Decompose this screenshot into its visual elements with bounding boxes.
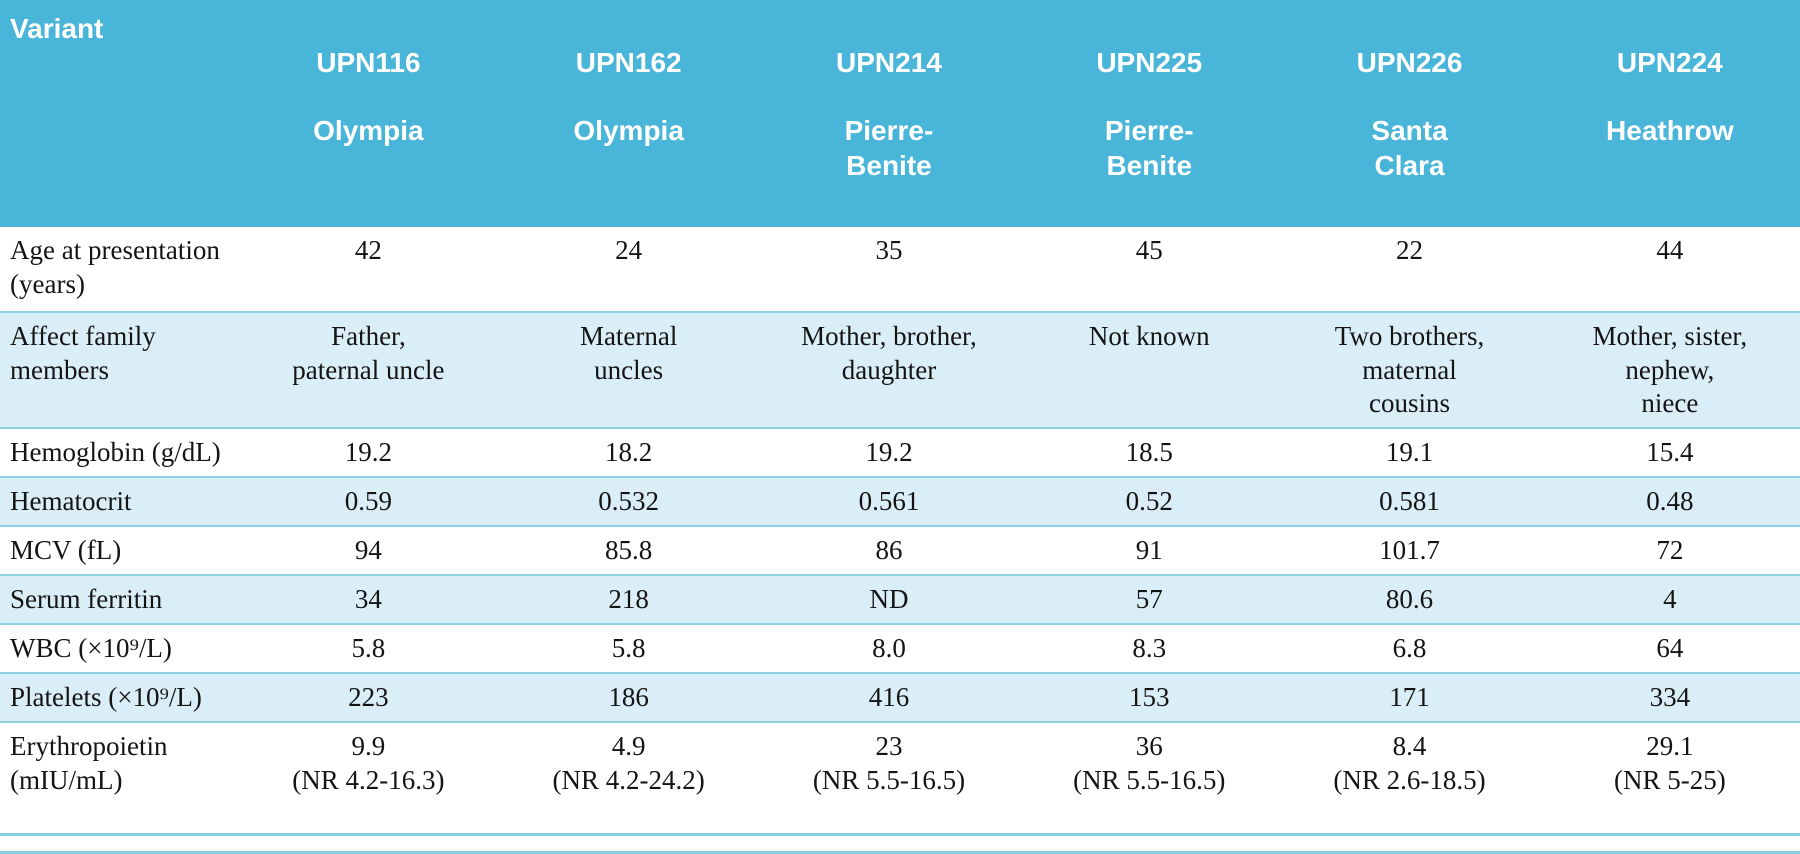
table-cell: 24 [615,234,643,265]
table-cell: 5.8 [351,633,386,664]
table-cell: Father, paternal uncle [292,320,445,385]
table-cell: 15.4 [1646,437,1694,468]
patient-variant-table: Variant UPN116 Olympia UPN162 Olympia UP… [0,0,1800,836]
table-cell: 171 [1389,682,1430,713]
column-upn-id: UPN214 [836,47,942,79]
table-cell: 101.7 [1379,535,1440,566]
table-cell: 23 (NR 5.5-16.5) [812,731,966,795]
table-cell: 0.581 [1379,486,1440,517]
table-cell: 4.9 (NR 4.2-24.2) [552,731,705,795]
table-row-platelets: Platelets (×10⁹/L) 223 186 416 153 171 3… [0,673,1800,723]
table-row-family: Affect family members Father, paternal u… [0,311,1800,429]
header-col-upn214: UPN214 Pierre- Benite [758,0,1020,227]
table-cell: 19.2 [344,437,393,468]
table-bottom-rule [0,850,1800,854]
table-cell: 0.561 [858,486,920,517]
column-location: Pierre- Benite [844,115,934,181]
table-cell: 334 [1649,682,1691,713]
table-cell: 416 [868,682,910,713]
table-cell: Two brothers, maternal cousins [1334,320,1485,419]
table-cell: 19.2 [865,437,913,468]
table-cell: 91 [1135,535,1163,566]
table-row-hemoglobin: Hemoglobin (g/dL) 19.2 18.2 19.2 18.5 19… [0,428,1800,477]
table-cell: 218 [608,584,649,615]
table-cell: ND [869,584,909,615]
header-col-upn224: UPN224 Heathrow [1539,0,1800,227]
table-cell: 36 (NR 5.5-16.5) [1073,731,1226,795]
table-cell: 9.9 (NR 4.2-16.3) [292,731,445,795]
row-label-ferritin: Serum ferritin [10,584,163,615]
row-label-platelets: Platelets (×10⁹/L) [10,682,202,713]
table-cell: 22 [1396,234,1424,265]
table-row-ferritin: Serum ferritin 34 218 ND 57 80.6 4 [0,575,1800,625]
column-location: Olympia [573,115,684,147]
table-cell: 35 [875,234,903,265]
table-cell: 0.48 [1646,486,1694,517]
column-upn-id: UPN116 [316,47,421,79]
table-cell: 0.52 [1125,486,1173,517]
column-location: Santa Clara [1371,115,1448,181]
table-cell: 19.1 [1385,437,1434,468]
table-cell: 94 [354,535,382,566]
table-cell: 4 [1663,584,1677,615]
row-label-hemoglobin: Hemoglobin (g/dL) [10,437,221,468]
row-label-erythropoietin: Erythropoietin (mIU/mL) [10,731,168,795]
table-cell: 45 [1135,234,1163,265]
header-col-upn162: UPN162 Olympia [498,0,759,227]
header-variant-label: Variant [0,0,239,227]
table-cell: 57 [1135,584,1163,615]
table-cell: 18.2 [605,437,653,468]
column-upn-id: UPN162 [575,47,682,79]
table-cell: 223 [348,682,389,713]
column-location: Pierre- Benite [1104,115,1194,181]
row-label-family: Affect family members [10,320,156,385]
table-row-mcv: MCV (fL) 94 85.8 86 91 101.7 72 [0,526,1800,575]
table-row-erythropoietin: Erythropoietin (mIU/mL) 9.9 (NR 4.2-16.3… [0,722,1800,834]
table-cell: Maternal uncles [579,320,678,385]
table-cell: 5.8 [611,633,646,664]
table-cell: 8.3 [1132,633,1167,664]
table-cell: Mother, brother, daughter [801,320,977,385]
column-upn-id: UPN224 [1616,47,1723,79]
row-label-wbc: WBC (×10⁹/L) [10,633,172,664]
column-upn-id: UPN226 [1356,47,1463,79]
column-location: Olympia [313,115,424,147]
row-label-age: Age at presentation (years) [10,234,220,299]
table-cell: 42 [354,234,382,265]
column-upn-id: UPN225 [1096,47,1203,79]
table-cell: 72 [1656,535,1684,566]
table-cell: 0.59 [344,486,393,517]
row-label-mcv: MCV (fL) [10,535,122,566]
table-cell: 86 [875,535,903,566]
table-cell: 44 [1656,234,1684,265]
table-cell: 0.532 [598,486,660,517]
table-cell: Not known [1088,320,1210,351]
header-col-upn226: UPN226 Santa Clara [1279,0,1540,227]
table-cell: Mother, sister, nephew, niece [1592,320,1748,419]
table-cell: 8.4 (NR 2.6-18.5) [1333,731,1486,795]
table-row-hematocrit: Hematocrit 0.59 0.532 0.561 0.52 0.581 0… [0,477,1800,527]
column-location: Heathrow [1606,115,1734,147]
table-cell: 85.8 [605,535,653,566]
table-cell: 80.6 [1385,584,1434,615]
header-row: Variant UPN116 Olympia UPN162 Olympia UP… [0,0,1800,227]
row-label-hematocrit: Hematocrit [10,486,132,517]
table-cell: 64 [1656,633,1684,664]
table-cell: 8.0 [872,633,906,664]
table-cell: 186 [608,682,649,713]
table-cell: 153 [1128,682,1170,713]
table-cell: 34 [354,584,382,615]
header-col-upn116: UPN116 Olympia [238,0,499,227]
table-row-age: Age at presentation (years) 42 24 35 45 … [0,227,1800,312]
table-row-wbc: WBC (×10⁹/L) 5.8 5.8 8.0 8.3 6.8 64 [0,624,1800,673]
header-col-upn225: UPN225 Pierre- Benite [1019,0,1280,227]
table-cell: 18.5 [1125,437,1173,468]
table-cell: 6.8 [1392,633,1427,664]
table-cell: 29.1 (NR 5-25) [1613,731,1726,795]
